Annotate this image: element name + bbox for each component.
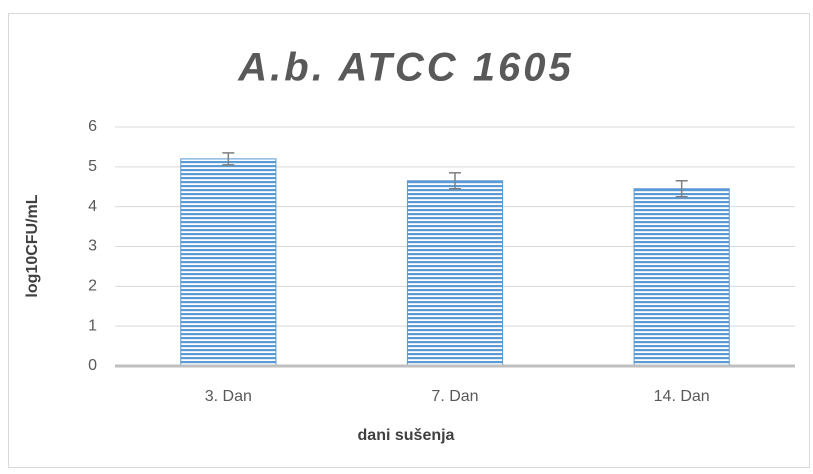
y-axis-label: log10CFU/mL [24, 194, 41, 297]
x-tick-label: 14. Dan [654, 388, 710, 405]
x-tick-label: 7. Dan [431, 388, 478, 405]
y-tick-label: 4 [88, 198, 97, 215]
y-tick-label: 5 [88, 158, 97, 175]
x-tick-label: 3. Dan [205, 388, 252, 405]
y-tick-label: 0 [88, 357, 97, 374]
y-tick-label: 3 [88, 238, 97, 255]
bar [406, 180, 504, 367]
y-tick-label: 2 [88, 278, 97, 295]
bar [633, 188, 730, 367]
x-axis-label: dani sušenja [358, 427, 455, 444]
chart-title: A.b. ATCC 1605 [237, 46, 573, 90]
y-tick-label: 6 [88, 118, 97, 135]
y-tick-label: 1 [88, 317, 97, 334]
bar [180, 158, 277, 367]
